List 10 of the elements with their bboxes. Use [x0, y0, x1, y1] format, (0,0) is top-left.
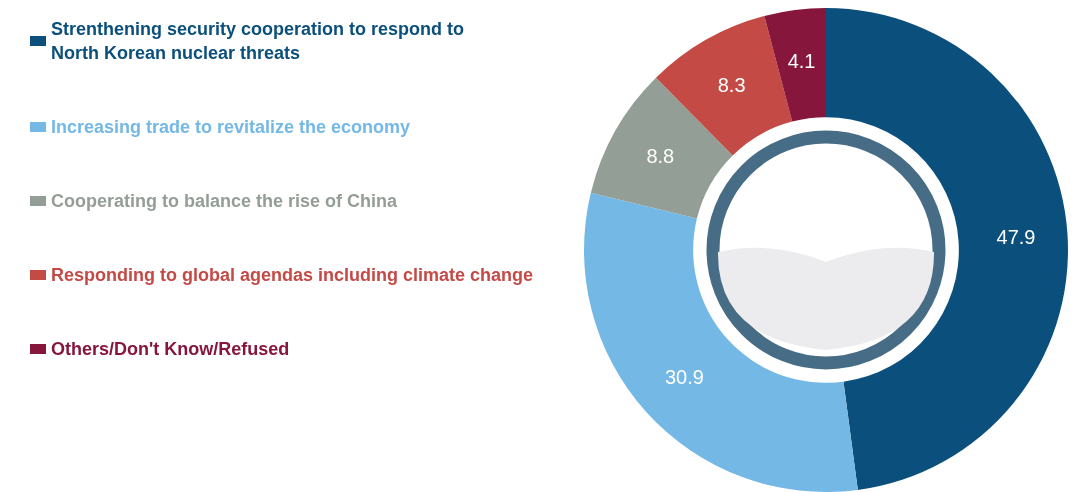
legend-label: Responding to global agendas including climate change — [51, 265, 534, 285]
legend-label: Others/Don't Know/Refused — [51, 339, 290, 359]
legend-label: Increasing trade to revitalize the economy — [51, 117, 411, 137]
data-label: 8.3 — [717, 73, 746, 96]
data-label: 47.9 — [996, 226, 1036, 249]
legend-label: Cooperating to balance the rise of China — [51, 191, 399, 211]
data-label: 4.1 — [787, 50, 816, 73]
data-label: 30.9 — [664, 366, 704, 389]
legend-label: Strenthening security cooperation to respond to North Korean nuclear threats — [51, 19, 465, 63]
data-label: 8.8 — [646, 145, 675, 168]
